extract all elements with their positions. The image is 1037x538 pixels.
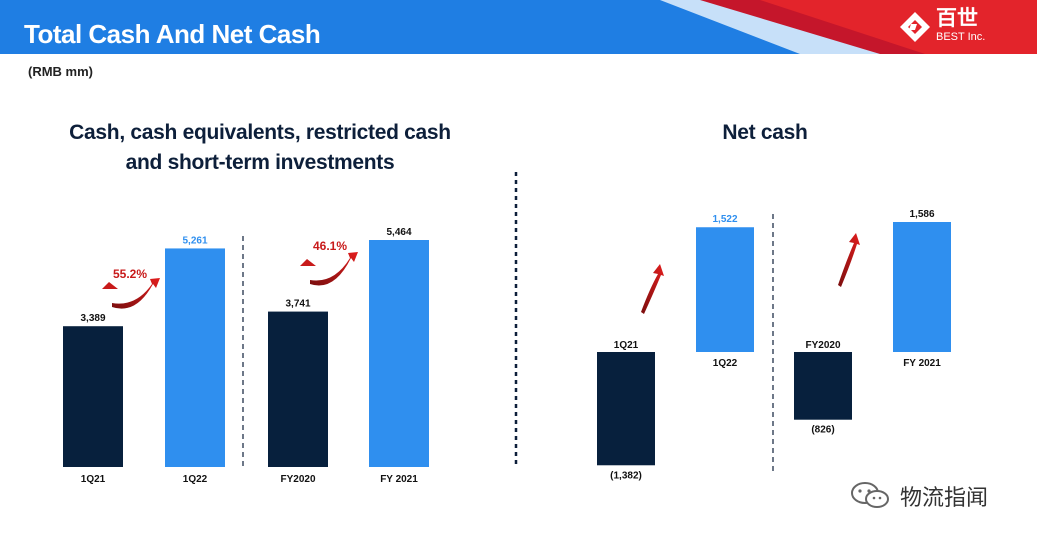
left-chart: 3,389 1Q21 5,261 1Q22 3,741 FY2020 5,464 FY 202… <box>63 227 429 485</box>
right-category-label: FY 2021 <box>903 358 941 369</box>
right-chart-title: Net cash <box>722 121 808 144</box>
right-growth-arrow-2 <box>838 233 860 287</box>
left-value-label: 5,261 <box>182 235 207 246</box>
left-bar-fy2020 <box>268 311 328 467</box>
left-chart-title-line-1: Cash, cash equivalents, restricted cash <box>69 121 451 144</box>
right-bar-1q21 <box>597 352 655 466</box>
logo-subtitle: BEST Inc. <box>936 31 986 43</box>
right-value-label: 1,522 <box>712 214 737 225</box>
right-bar-1q22 <box>696 227 754 352</box>
unit-label: (RMB mm) <box>28 64 93 79</box>
left-growth-triangle-1 <box>102 282 118 289</box>
best-logo-icon <box>900 12 930 42</box>
left-chart-title-line-2: and short-term investments <box>125 151 395 174</box>
right-value-label: 1,586 <box>909 209 934 220</box>
left-bar-1q21 <box>63 326 123 467</box>
left-value-label: 5,464 <box>386 227 411 238</box>
right-bar-fy-2021 <box>893 222 951 352</box>
left-value-label: 3,741 <box>285 299 310 310</box>
left-growth-arrow-2 <box>310 252 358 286</box>
left-bar-1q22 <box>165 248 225 467</box>
watermark: 物流指闻 <box>848 478 1018 511</box>
left-value-label: 3,389 <box>80 313 105 324</box>
right-chart: (1,382) 1Q21 1,522 1Q22 (826) FY2020 1,586 FY 2… <box>597 209 951 481</box>
company-logo: 百世 BEST Inc. <box>898 6 1018 48</box>
right-category-label: 1Q21 <box>614 340 639 351</box>
left-category-label: FY 2021 <box>380 474 418 485</box>
right-bar-fy2020 <box>794 352 852 420</box>
left-bar-fy-2021 <box>369 240 429 467</box>
right-value-label: (826) <box>811 425 834 436</box>
right-value-label: (1,382) <box>610 470 642 481</box>
left-chart-title: Cash, cash equivalents, restricted cash … <box>40 118 480 178</box>
page-title: Total Cash And Net Cash <box>24 19 321 49</box>
header-bar: Total Cash And Net Cash 百世 BEST Inc. <box>0 0 1037 54</box>
watermark-text: 物流指闻 <box>900 486 989 511</box>
header-decoration <box>660 0 1037 54</box>
left-growth-label-2: 46.1% <box>313 239 347 253</box>
left-growth-arrow-1 <box>112 278 160 309</box>
right-growth-arrow-1 <box>641 264 664 314</box>
left-growth-triangle-2 <box>300 259 316 266</box>
left-category-label: 1Q22 <box>183 474 208 485</box>
left-growth-label-1: 55.2% <box>113 267 147 281</box>
right-category-label: FY2020 <box>805 340 840 351</box>
wechat-icon <box>851 482 889 508</box>
right-category-label: 1Q22 <box>713 358 738 369</box>
left-category-label: 1Q21 <box>81 474 106 485</box>
left-category-label: FY2020 <box>280 474 315 485</box>
logo-name: 百世 <box>936 6 978 30</box>
